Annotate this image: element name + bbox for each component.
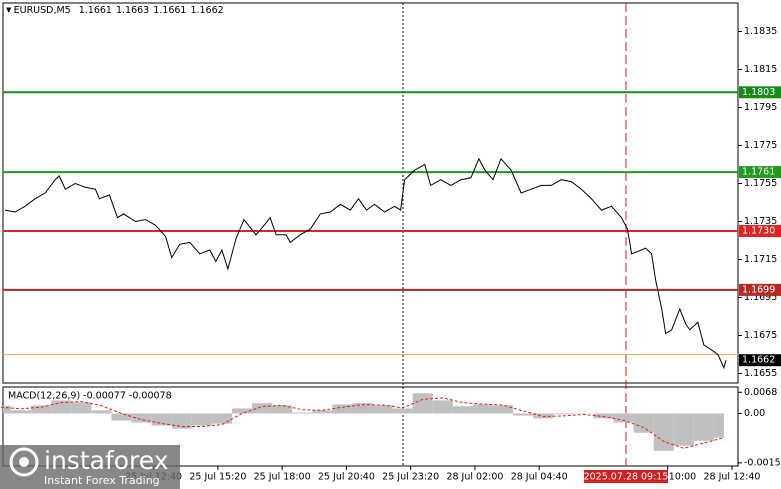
- level-label: 1.1761: [742, 167, 775, 178]
- watermark-tagline: Instant Forex Trading: [44, 474, 160, 487]
- price-line: [4, 157, 727, 370]
- macd-bar: [713, 413, 724, 438]
- close: 1.1662: [190, 5, 223, 16]
- macd-bar: [392, 408, 413, 414]
- macd-bar: [432, 400, 453, 414]
- signal-line: [0, 397, 725, 449]
- y-tick-label: 0.00: [744, 408, 765, 419]
- macd-bar: [3, 405, 12, 414]
- x-tick-label: 25 Jul 15:20: [189, 472, 246, 483]
- y-tick-label: 1.1835: [744, 26, 777, 37]
- macd-bar: [252, 403, 273, 414]
- level-label-box: [739, 225, 781, 237]
- macd-bar: [693, 413, 714, 441]
- macd-bar: [171, 413, 192, 429]
- high: 1.1663: [116, 5, 149, 16]
- macd-bar: [553, 413, 574, 415]
- open: 1.1661: [79, 5, 112, 16]
- macd-bar: [11, 410, 32, 414]
- y-tick-label: 1.1815: [744, 64, 777, 75]
- macd-frame: [2, 386, 739, 467]
- macd-bar: [673, 413, 694, 446]
- macd-bar: [312, 410, 333, 414]
- watermark-bg: [0, 445, 180, 489]
- macd-bar: [613, 413, 634, 423]
- y-tick-label: 1.1655: [744, 368, 777, 379]
- macd-bar: [412, 393, 433, 414]
- header: ▼ EURUSD,M5 1.1661 1.1663 1.1661 1.1662: [6, 5, 224, 16]
- x-tick-label: 25 Jul 18:00: [254, 472, 311, 483]
- macd-bar: [211, 413, 232, 424]
- macd-bar: [191, 413, 212, 426]
- y-tick-label: 1.1755: [744, 178, 777, 189]
- x-tick-label: 25 Jul 20:40: [318, 472, 375, 483]
- level-label-box: [739, 86, 781, 99]
- macd-bar: [593, 413, 614, 419]
- y-tick-label: 1.1695: [744, 292, 777, 303]
- macd-bar: [151, 413, 172, 426]
- y-tick-label: 1.1715: [744, 254, 777, 265]
- watermark-logo: [9, 447, 39, 477]
- y-tick-label: -0.00159: [744, 457, 781, 468]
- macd-bar: [533, 413, 554, 419]
- level-label: 1.1803: [742, 87, 775, 98]
- dropdown-icon: ▼: [6, 6, 14, 14]
- macd-bar: [91, 410, 112, 414]
- macd-bar: [493, 405, 514, 414]
- y-tick-label: 1.1775: [744, 140, 777, 151]
- macd-bar: [131, 413, 152, 423]
- x-tick-label: 25 Jul 23:20: [382, 472, 439, 483]
- x-tick-label: 28 Jul 04:40: [511, 472, 568, 483]
- crosshair-label-box: [584, 470, 668, 483]
- last-price-label: 1.1662: [742, 355, 775, 366]
- y-tick-label: 1.1735: [744, 216, 777, 227]
- last-price-box: [739, 354, 781, 367]
- level-label-box: [739, 283, 781, 296]
- level-label-box: [739, 166, 781, 179]
- crosshair-label-text: 2025.07.28 09:15: [584, 472, 669, 483]
- x-tick-label: 28 Jul 02:00: [446, 472, 503, 483]
- symbol: EURUSD,M5: [14, 5, 71, 16]
- macd-bar: [111, 413, 132, 421]
- y-tick-label: 1.1675: [744, 330, 777, 341]
- x-tick-label: 28 Jul 12:40: [703, 472, 760, 483]
- level-label: 1.1699: [742, 284, 775, 295]
- macd-bar: [633, 413, 654, 433]
- macd-bar: [653, 413, 674, 451]
- macd-bar: [372, 405, 393, 414]
- price-frame: [2, 2, 739, 384]
- y-tick-label: 1.1795: [744, 102, 777, 113]
- macd-title: MACD(12,26,9) -0.00077 -0.00078: [8, 391, 172, 402]
- macd-bar: [472, 404, 493, 414]
- macd-bar: [452, 406, 473, 414]
- level-label: 1.1730: [742, 226, 775, 237]
- macd-bar: [272, 405, 293, 414]
- y-tick-label: 0.0068: [744, 387, 777, 398]
- macd-bar: [31, 405, 52, 414]
- watermark-brand: instaforex: [44, 446, 169, 475]
- watermark: instaforex Instant Forex Trading: [0, 445, 180, 489]
- macd-bar: [292, 412, 313, 414]
- watermark-logo-dot: [19, 457, 29, 467]
- macd-bar: [231, 408, 253, 414]
- macd-bar: [352, 403, 373, 414]
- low: 1.1661: [153, 5, 186, 16]
- macd-bar: [332, 404, 353, 414]
- macd-bar: [513, 413, 534, 416]
- crosshair-label: 2025.07.28 09:15: [584, 470, 669, 483]
- macd-bar: [71, 402, 92, 414]
